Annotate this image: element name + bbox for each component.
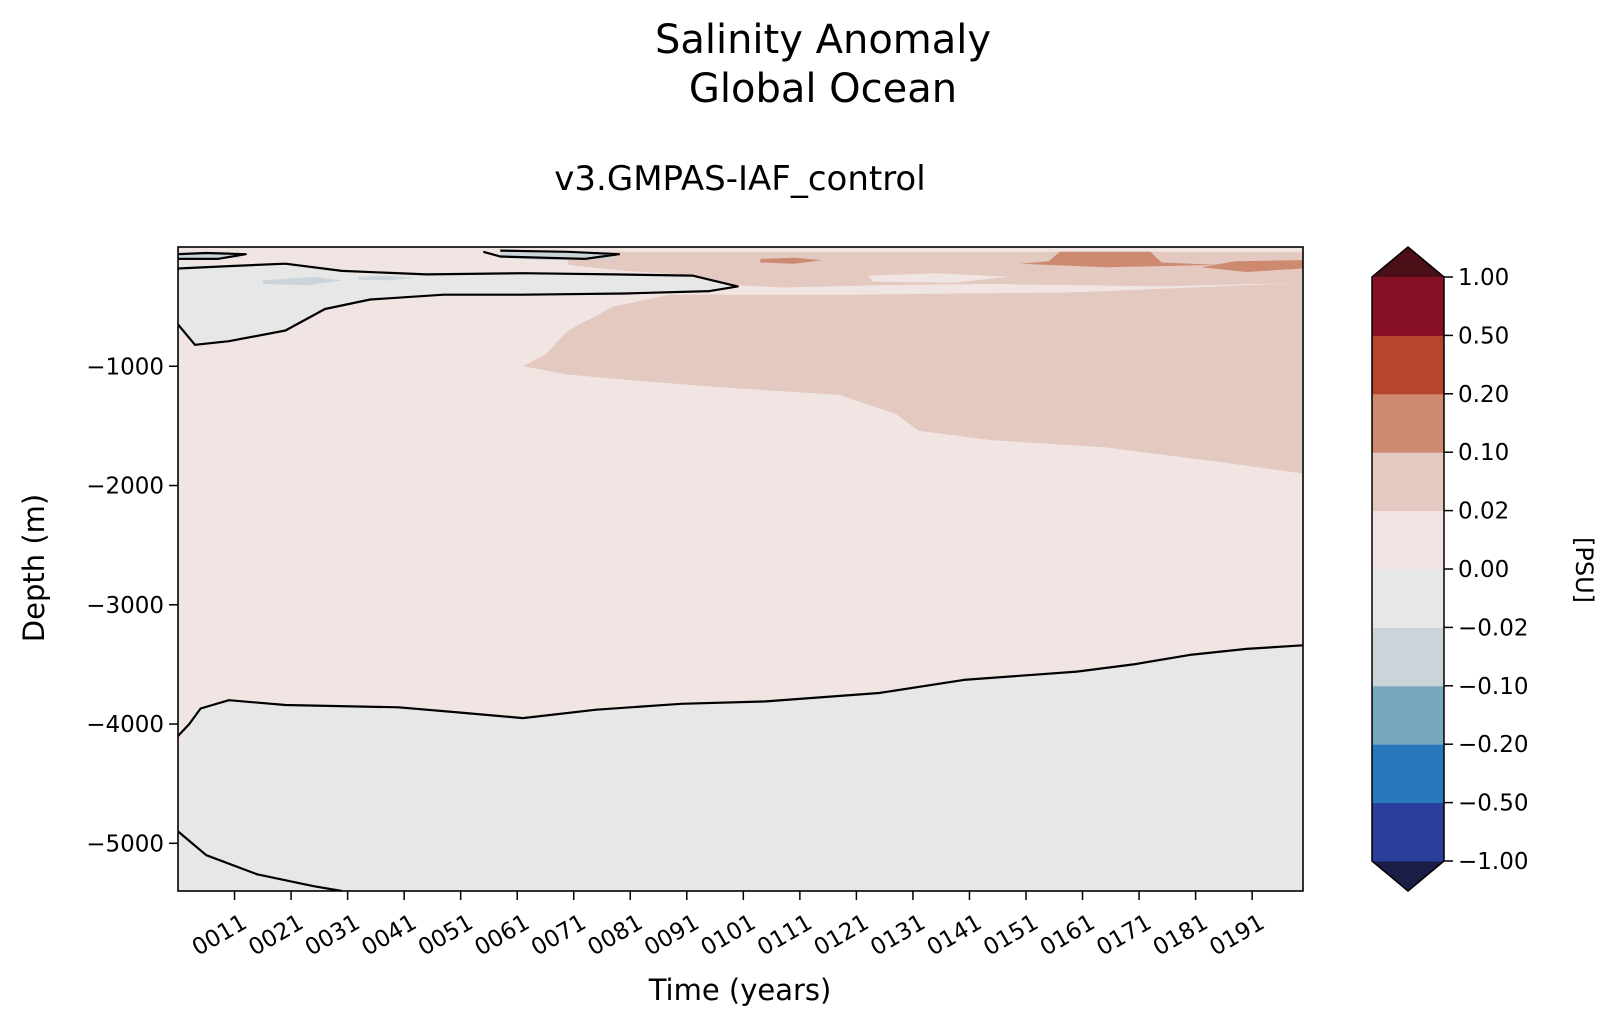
heatmap-region-positive-deep-band [522, 282, 1303, 474]
x-axis-label: Time (years) [648, 973, 832, 1007]
colorbar-tick-label: −0.02 [1458, 615, 1528, 641]
colorbar-tick-label: 0.02 [1458, 499, 1509, 525]
x-tick-label: 0191 [1205, 910, 1269, 962]
colorbar-band [1372, 277, 1444, 336]
colorbar-label: [PSU] [1570, 537, 1598, 603]
colorbar-tick-label: 1.00 [1458, 265, 1509, 291]
heatmap-region-salinity-streak-2 [760, 257, 823, 264]
colorbar-band [1372, 569, 1444, 628]
x-tick-label: 0011 [188, 910, 252, 962]
colorbar-band [1372, 510, 1444, 570]
x-tick-label: 0121 [810, 910, 874, 962]
chart-title-line-1: Salinity Anomaly [655, 17, 991, 63]
x-tick-label: 0081 [584, 910, 648, 962]
heatmap-region-negative-deep-layer [178, 645, 1303, 891]
zero-contour-line [178, 262, 739, 346]
colorbar-tick-label: −1.00 [1458, 849, 1528, 875]
y-tick-label: −5000 [86, 831, 164, 857]
colorbar-tick-label: −0.20 [1458, 732, 1528, 758]
heatmap-region-surface-salinity-maximum [1020, 251, 1219, 268]
y-axis: −1000 −2000 −3000 −4000 −5000 [86, 354, 178, 857]
zero-contour-line [178, 644, 1303, 737]
heatmap-region-near-zero-wedge [867, 273, 1009, 283]
colorbar-band [1372, 393, 1444, 453]
x-tick-label: 0021 [244, 910, 308, 962]
x-tick-label: 0071 [527, 910, 591, 962]
chart-subtitle: v3.GMPAS-IAF_control [554, 159, 925, 199]
x-tick-label: 0031 [301, 910, 365, 962]
heatmap-region-surface-freshening-patch-2 [262, 276, 342, 286]
x-tick-label: 0091 [640, 910, 704, 962]
heatmap-field [178, 247, 1303, 891]
heatmap-region-surface-freshening-patch-3 [358, 275, 416, 281]
colorbar-band [1372, 627, 1444, 687]
y-tick-label: −1000 [86, 354, 164, 380]
x-tick-label: 0151 [979, 910, 1043, 962]
chart-title-line-2: Global Ocean [689, 66, 957, 112]
y-tick-label: −2000 [86, 474, 164, 500]
colorbar-tick-label: 0.10 [1458, 440, 1509, 466]
x-axis: 0011002100310041005100610071008100910101… [188, 891, 1269, 961]
colorbar-band [1372, 335, 1444, 395]
x-tick-label: 0131 [866, 910, 930, 962]
x-tick-label: 0041 [357, 910, 421, 962]
colorbar-band [1372, 452, 1444, 512]
plot-frame [177, 246, 1304, 892]
plot-area [177, 246, 1304, 892]
x-tick-label: 0181 [1149, 910, 1213, 962]
x-tick-label: 0111 [753, 910, 817, 962]
colorbar-tick-label: 0.00 [1458, 557, 1509, 583]
colorbar-band [1372, 744, 1444, 804]
colorbar-tick-label: 0.50 [1458, 323, 1509, 349]
x-tick-label: 0161 [1036, 910, 1100, 962]
x-tick-label: 0141 [923, 910, 987, 962]
x-tick-label: 0061 [470, 910, 534, 962]
y-axis-label: Depth (m) [17, 494, 51, 642]
colorbar-tick-label: −0.10 [1458, 674, 1528, 700]
y-tick-label: −3000 [86, 593, 164, 619]
zero-contour-line [178, 251, 247, 260]
zero-contour-line [178, 830, 343, 891]
colorbar-band [1372, 685, 1444, 745]
x-tick-label: 0171 [1092, 910, 1156, 962]
heatmap-region-surface-salinity-streak [1201, 260, 1303, 272]
colorbar-band [1372, 802, 1444, 862]
x-tick-label: 0101 [697, 910, 761, 962]
zero-contour-line [483, 249, 621, 260]
colorbar: −1.00 −0.50 −0.20 −0.10 −0.02 0.00 0.02 0.10 0.2… [1371, 246, 1528, 892]
colorbar-tick-label: 0.20 [1458, 382, 1509, 408]
y-tick-label: −4000 [86, 712, 164, 738]
colorbar-tick-label: −0.50 [1458, 791, 1528, 817]
colorbar-under-extension [1372, 861, 1444, 891]
colorbar-over-extension [1372, 247, 1444, 277]
x-tick-label: 0051 [414, 910, 478, 962]
